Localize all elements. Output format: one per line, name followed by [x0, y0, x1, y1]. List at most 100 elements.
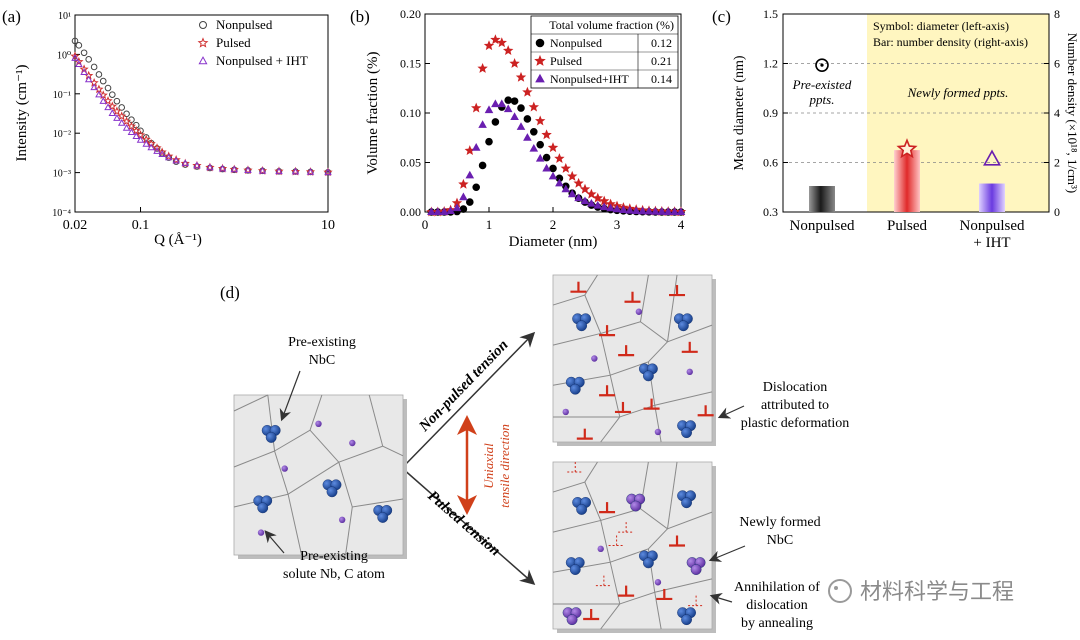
label-pre-nbc-1: Pre-existing	[288, 335, 356, 350]
panel-b-point-1	[485, 137, 493, 146]
panel-b-point-3	[663, 207, 673, 215]
panel-c-ytick-right-label: 2	[1054, 156, 1060, 170]
panel-b-ylabel: Volume fraction (%)	[365, 51, 381, 174]
panel-a-xtick-label: 0.1	[132, 218, 150, 233]
panel-b-legend-label-1: Nonpulsed	[550, 36, 602, 50]
panel-a-point-3	[71, 54, 79, 61]
panel-b-point-2	[490, 34, 501, 45]
panel-c-bar-2	[894, 150, 920, 212]
panel-a-point-3	[306, 167, 315, 175]
label-annihilation-1: Annihilation of	[734, 580, 820, 595]
label-pre-nbc-2: NbC	[309, 353, 335, 368]
panel-b-point-2	[547, 142, 559, 153]
panel-c: (c) 0.3 0.6 0.9 1.2 1.5 0 2 4 6 8 Nonpulsed Pulsed…	[712, 7, 1080, 251]
panel-b-point-3	[471, 142, 481, 151]
panel-b-legend-label-2: Pulsed	[550, 54, 582, 68]
panel-b-point-3	[593, 200, 603, 209]
panel-a-point-3	[230, 165, 239, 173]
panel-b-point-1	[542, 153, 551, 162]
watermark-logo-eye-icon	[834, 586, 838, 590]
panel-b-xtick-label: 4	[678, 217, 685, 232]
panel-a-ytick-label: 10⁻³	[53, 169, 71, 180]
panel-b-legend-total-1: 0.12	[651, 36, 672, 50]
panel-b-point-2	[528, 101, 539, 112]
panel-a-point-3	[181, 159, 190, 167]
label-dislocation-2: attributed to	[761, 398, 829, 413]
panel-c-ytick-left-label: 0.3	[763, 205, 778, 219]
panel-a-point-3	[258, 166, 267, 174]
panel-a-xtick-label: 10	[321, 218, 335, 233]
panel-b-point-3	[510, 112, 519, 121]
panel-a-point-3	[218, 164, 227, 172]
panel-a-point-2	[192, 160, 202, 170]
panel-c-letter: (c)	[712, 7, 731, 26]
panel-a-legend-label-1: Nonpulsed	[216, 17, 273, 32]
panel-b-point-3	[548, 171, 558, 180]
panel-b-point-1	[459, 205, 468, 213]
panel-a-legend-marker-2	[197, 37, 209, 48]
label-dislocation-1: Dislocation	[763, 380, 828, 395]
panel-b-point-3	[670, 207, 679, 216]
panel-a-point-1	[113, 97, 121, 105]
panel-b-point-2	[554, 153, 565, 163]
watermark-logo-icon	[828, 579, 852, 603]
panel-a-point-3	[136, 135, 145, 143]
panel-b-point-2	[560, 162, 571, 173]
panel-c-bar-1	[809, 186, 835, 212]
panel-b-point-3	[427, 207, 436, 216]
panel-b-point-3	[497, 99, 507, 108]
panel-b-point-3	[606, 203, 615, 212]
label-pre-solute-2: solute Nb, C atom	[283, 567, 385, 582]
panel-a-point-3	[75, 60, 83, 67]
panel-a-point-1	[95, 71, 103, 78]
label-new-nbc-2: NbC	[767, 533, 793, 548]
panel-b-point-3	[644, 206, 654, 215]
panel-a-point-1	[118, 104, 126, 111]
panel-b-point-2	[567, 170, 578, 181]
schematic-initial	[233, 394, 407, 559]
panel-b-xtick-label: 3	[614, 217, 621, 232]
panel-b-point-2	[541, 129, 552, 140]
panel-c-ylabel-right: Number density (×10¹⁸, 1/cm³)	[1065, 33, 1080, 193]
panel-b-point-3	[516, 122, 526, 130]
panel-b-point-3	[484, 105, 494, 114]
panel-b-point-2	[496, 37, 507, 48]
panel-a-point-2	[107, 101, 117, 111]
panel-b-legend-marker-3	[535, 73, 545, 83]
panel-a-point-2	[117, 111, 127, 121]
label-annihilation-3: by annealing	[741, 616, 813, 631]
panel-a-point-2	[323, 167, 333, 177]
panel-b-point-3	[580, 196, 590, 205]
panel-a-point-2	[205, 162, 215, 172]
panel-a-ytick-label: 10⁻⁴	[52, 208, 71, 219]
panel-b-point-3	[599, 202, 609, 211]
panel-b-point-1	[472, 183, 481, 192]
panel-a-ytick-label: 10⁻²	[53, 129, 71, 140]
callout-pre-solute	[264, 530, 285, 554]
panel-b-point-1	[466, 198, 474, 206]
label-new-nbc-1: Newly formed	[739, 515, 820, 530]
panel-a-ytick-label: 10⁰	[57, 50, 71, 61]
panel-b-point-3	[651, 207, 660, 215]
panel-a-point-2	[243, 165, 253, 175]
panel-b-point-3	[676, 207, 686, 216]
label-uniaxial-1: Uniaxial	[481, 443, 496, 489]
panel-b-legend: Total volume fraction (%) Nonpulsed 0.12 Pu…	[530, 15, 679, 89]
panel-b-legend-label-3: Nonpulsed+IHT	[550, 72, 629, 86]
panel-b-legend-total-2: 0.21	[651, 54, 672, 68]
panel-b-point-3	[542, 163, 551, 172]
panel-a-point-3	[84, 75, 93, 83]
label-nonpulsed-tension: Non-pulsed tension	[416, 337, 512, 435]
panel-a-point-2	[305, 167, 316, 176]
panel-b-point-3	[619, 205, 628, 214]
panel-c-ytick-left-label: 1.2	[763, 57, 778, 71]
schematic-nonpulsed	[552, 274, 716, 446]
panel-b-point-3	[446, 206, 455, 215]
panel-c-ytick-left-label: 0.6	[763, 156, 778, 170]
panel-b-point-2	[477, 62, 488, 73]
panel-b-ytick-label: 0.10	[400, 106, 421, 120]
panel-c-note-1: Symbol: diameter (left-axis)	[873, 19, 1009, 33]
panel-b-point-3	[638, 206, 647, 215]
panel-b-point-3	[465, 170, 475, 179]
panel-a-point-1	[80, 49, 88, 57]
